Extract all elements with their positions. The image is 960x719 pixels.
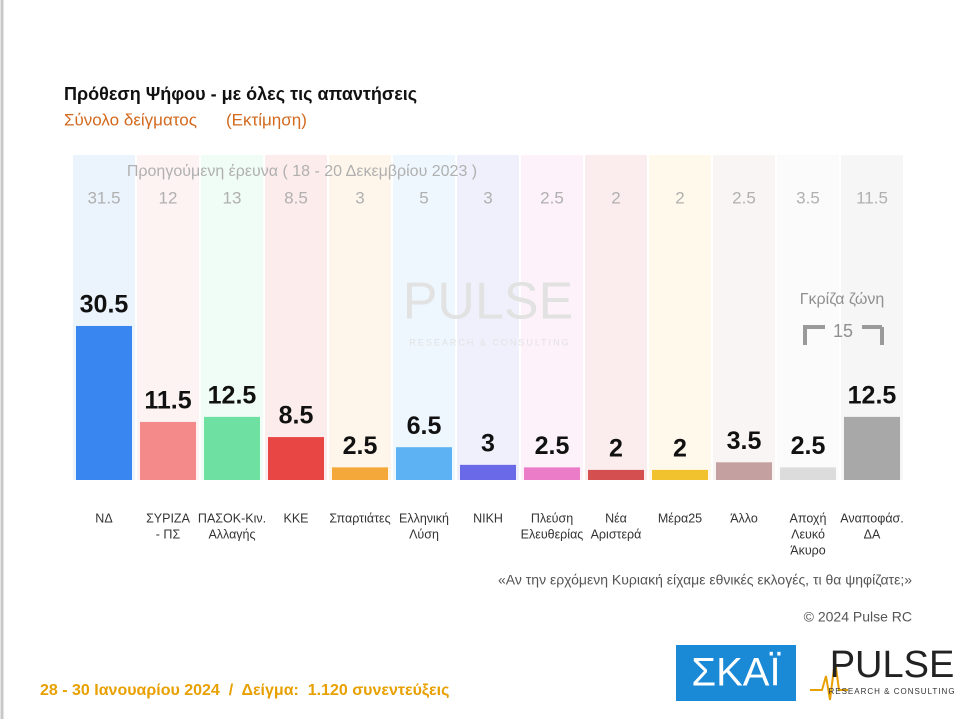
category-label: Αποχή	[790, 511, 827, 525]
previous-value: 3	[483, 188, 492, 207]
previous-value: 2.5	[732, 188, 756, 207]
column-background	[649, 155, 711, 480]
grey-zone-bracket	[803, 325, 884, 345]
category-label: Μέρα25	[658, 511, 702, 525]
category-label: ΠΑΣΟΚ-Κιν.	[198, 511, 266, 525]
category-label: ΝΔ	[95, 511, 112, 525]
question: «Αν την ερχόμενη Κυριακή είχαμε εθνικές …	[498, 572, 912, 588]
category-label: Λευκό	[791, 527, 825, 541]
pollster-logo-mark	[810, 659, 848, 701]
previous-value: 2	[611, 188, 620, 207]
category-label: Αναποφάσ.	[840, 511, 904, 525]
chart-subtitle: Σύνολο δείγματος	[64, 110, 197, 129]
value-label: 2	[609, 435, 623, 463]
category-label: ΝΙΚΗ	[473, 511, 503, 525]
value-label: 2.5	[791, 432, 826, 460]
category-label: Αριστερά	[591, 527, 642, 541]
bar	[460, 464, 516, 480]
channel-logo	[676, 645, 796, 701]
value-label: 2.5	[343, 432, 378, 460]
grey-zone-label: Γκρίζα ζώνη	[800, 291, 885, 308]
pollster-logo: PULSE	[830, 644, 955, 686]
chart-subtitle: (Εκτίμηση)	[226, 110, 307, 129]
bar	[524, 467, 580, 480]
column-background	[521, 155, 583, 480]
bar	[844, 416, 900, 480]
value-label: 3.5	[727, 427, 762, 455]
category-label: Νέα	[605, 511, 627, 525]
value-label: 2.5	[535, 432, 570, 460]
category-label: - ΠΣ	[156, 527, 181, 541]
bar	[588, 469, 644, 480]
bar	[716, 462, 772, 480]
category-label: Ελευθερίας	[521, 527, 584, 541]
columns	[73, 155, 903, 480]
value-label: 12.5	[848, 381, 897, 409]
grey-zone-value: 15	[833, 321, 853, 341]
watermark: PULSE	[403, 273, 574, 331]
column-background	[393, 155, 455, 480]
category-label: Σπαρτιάτες	[329, 511, 390, 525]
column-background	[457, 155, 519, 480]
previous-value: 2.5	[540, 188, 564, 207]
category-label: ΣΥΡΙΖΑ	[146, 511, 191, 525]
category-label: Ελληνική	[399, 511, 449, 525]
value-label: 3	[481, 429, 495, 457]
bar	[332, 467, 388, 480]
pollster-logo-sub: RESEARCH & CONSULTING	[828, 687, 955, 696]
category-label: Άλλο	[730, 511, 758, 525]
previous-value: 3	[355, 188, 364, 207]
chart-title: Πρόθεση Ψήφου - με όλες τις απαντήσεις	[64, 84, 417, 104]
column-background	[713, 155, 775, 480]
previous-value: 3.5	[796, 188, 820, 207]
category-label: Άκυρο	[790, 543, 826, 557]
previous-value: 13	[223, 188, 242, 207]
value-label: 11.5	[144, 387, 191, 415]
previous-value: 2	[675, 188, 684, 207]
category-label: Λύση	[409, 527, 439, 541]
category-label: ΚΚΕ	[283, 511, 308, 525]
bar	[268, 437, 324, 480]
category-label: Πλεύση	[531, 511, 573, 525]
previous-value: 12	[159, 188, 178, 207]
bar	[140, 421, 196, 480]
previous-value: 11.5	[856, 188, 888, 207]
watermark-sub: RESEARCH & CONSULTING	[409, 337, 570, 347]
previous-value: 31.5	[87, 188, 120, 207]
previous-value: 5	[419, 188, 428, 207]
column-background	[777, 155, 839, 480]
copyright: © 2024 Pulse RC	[804, 609, 912, 625]
channel-logo-text: ΣΚΑΪ	[691, 651, 781, 695]
column-background	[585, 155, 647, 480]
value-label: 2	[673, 435, 687, 463]
column-background	[329, 155, 391, 480]
bar	[76, 325, 132, 480]
bar	[204, 416, 260, 480]
value-label: 30.5	[80, 291, 129, 319]
category-label: ΔΑ	[864, 527, 881, 541]
previous-label: Προηγούμενη έρευνα ( 18 - 20 Δεκεμβρίου …	[127, 163, 477, 180]
bar	[396, 447, 452, 480]
category-label: Αλλαγής	[208, 527, 255, 541]
previous-value: 8.5	[284, 188, 308, 207]
column-background	[265, 155, 327, 480]
footer: 28 - 30 Ιανουαρίου 2024 / Δείγμα: 1.120 …	[40, 682, 449, 699]
value-label: 12.5	[208, 381, 257, 409]
bar	[780, 467, 836, 480]
value-label: 8.5	[279, 402, 314, 430]
bar	[652, 469, 708, 480]
value-label: 6.5	[407, 412, 442, 440]
